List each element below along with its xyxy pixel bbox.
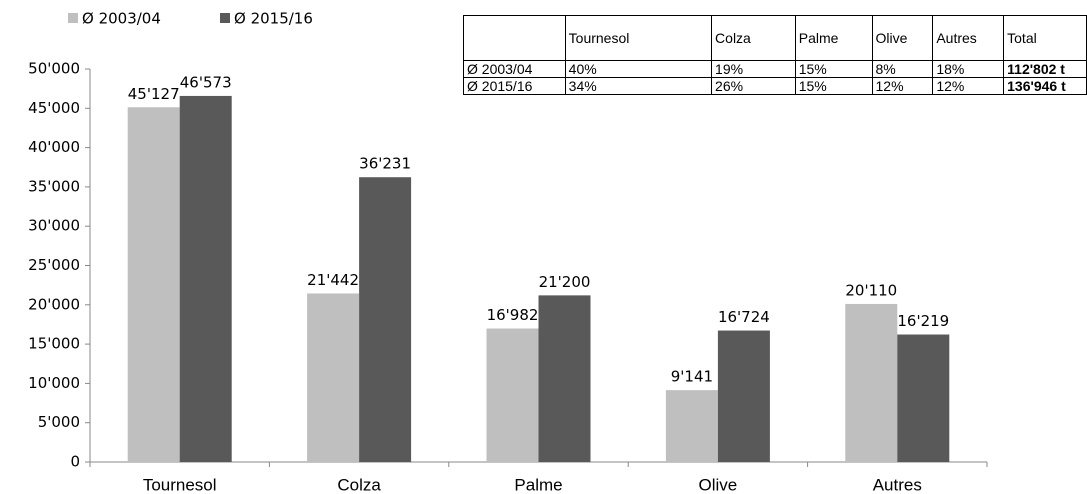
table-cell: 40% — [564, 60, 713, 78]
y-tick-label: 10'000 — [28, 374, 80, 392]
x-tick-label: Colza — [337, 475, 381, 494]
y-tick-label: 0 — [70, 453, 80, 471]
y-tick-label: 5'000 — [38, 413, 80, 431]
table-cell: 19% — [711, 60, 796, 78]
bar — [845, 303, 898, 462]
table-cell: 26% — [711, 77, 796, 95]
legend-label: Ø 2015/16 — [234, 10, 313, 28]
y-tick-label: 45'000 — [28, 99, 80, 117]
bar — [359, 177, 412, 462]
value-label: 16'724 — [718, 308, 770, 326]
summary-table: Tournesol Colza Palme Olive Autres Total Ø 200… — [463, 15, 1087, 95]
value-label: 21'442 — [307, 271, 359, 289]
value-label: 9'141 — [671, 368, 713, 386]
bar — [538, 295, 591, 462]
table-row: Ø 2015/16 34% 26% 15% 12% 12% 136'946 t — [463, 77, 1087, 95]
table-row: Ø 2003/04 40% 19% 15% 8% 18% 112'802 t — [463, 60, 1087, 78]
legend-swatch — [220, 13, 230, 23]
x-tick-label: Tournesol — [143, 475, 217, 494]
legend-label: Ø 2003/04 — [82, 10, 161, 28]
table-cell: 136'946 t — [1003, 77, 1087, 95]
legend-swatch — [68, 13, 78, 23]
y-tick-label: 50'000 — [28, 60, 80, 78]
bar — [127, 107, 180, 462]
x-tick-label: Palme — [514, 475, 562, 494]
x-tick-label: Olive — [699, 475, 738, 494]
table-cell: 15% — [794, 60, 873, 78]
table-cell: 15% — [794, 77, 873, 95]
table-cell: 18% — [932, 60, 1005, 78]
value-label: 36'231 — [359, 155, 411, 173]
value-label: 20'110 — [845, 281, 897, 299]
value-label: 46'573 — [180, 73, 232, 91]
table-cell: 12% — [932, 77, 1005, 95]
y-tick-label: 35'000 — [28, 177, 80, 195]
bar — [897, 334, 950, 462]
value-label: 16'219 — [897, 312, 949, 330]
table-cell: 12% — [871, 77, 934, 95]
x-tick-label: Autres — [873, 475, 922, 494]
y-tick-label: 15'000 — [28, 335, 80, 353]
bar — [665, 390, 718, 462]
table-cell: Colza — [711, 15, 796, 61]
table-cell: Olive — [871, 15, 934, 61]
bar — [179, 95, 232, 462]
y-tick-label: 30'000 — [28, 217, 80, 235]
value-label: 45'127 — [128, 85, 180, 103]
table-cell: Tournesol — [564, 15, 713, 61]
value-label: 21'200 — [539, 273, 591, 291]
table-cell: Palme — [794, 15, 873, 61]
y-tick-label: 40'000 — [28, 138, 80, 156]
bar — [486, 328, 539, 462]
y-tick-label: 20'000 — [28, 295, 80, 313]
table-cell: Total — [1003, 15, 1087, 61]
bar — [307, 293, 360, 462]
table-cell: 112'802 t — [1003, 60, 1087, 78]
value-label: 16'982 — [487, 306, 539, 324]
table-cell — [463, 15, 566, 61]
table-cell: Ø 2015/16 — [463, 77, 566, 95]
table-cell: 34% — [564, 77, 713, 95]
table-row: Tournesol Colza Palme Olive Autres Total — [463, 15, 1087, 61]
bar — [717, 330, 770, 462]
table-cell: Autres — [932, 15, 1005, 61]
table-cell: Ø 2003/04 — [463, 60, 566, 78]
y-tick-label: 25'000 — [28, 256, 80, 274]
table-cell: 8% — [871, 60, 934, 78]
